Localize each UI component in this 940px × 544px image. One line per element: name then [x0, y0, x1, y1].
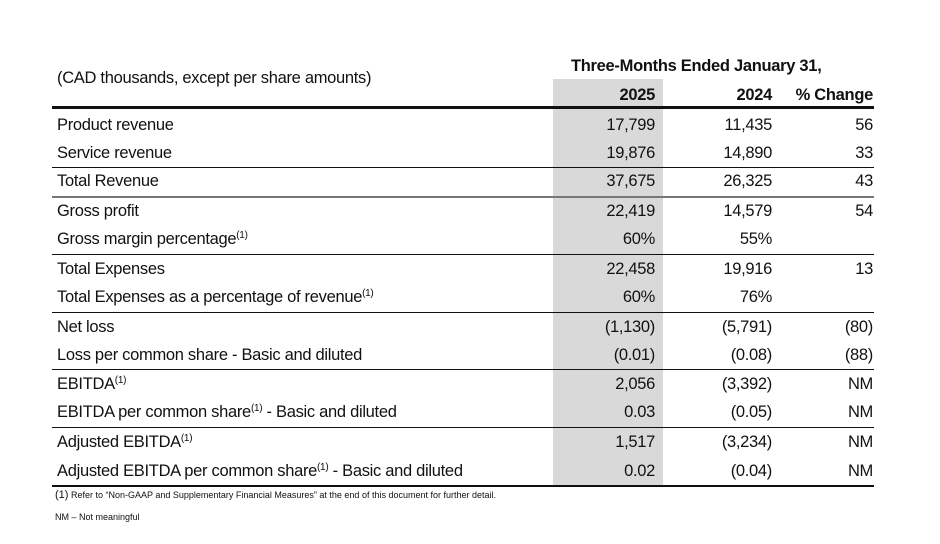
period-label: Three-Months Ended January 31, [571, 57, 822, 75]
row-label-text: Total Expenses [57, 260, 165, 278]
footnote-nm: NM – Not meaningful [55, 512, 140, 522]
value-change: NM [847, 462, 873, 480]
value-2025: 22,458 [606, 260, 655, 278]
value-change: 54 [855, 202, 873, 220]
row-label-text: Product revenue [57, 116, 174, 134]
value-2024: 26,325 [723, 172, 772, 190]
value-change: NM [847, 433, 873, 451]
row-divider [52, 196, 874, 198]
row-label-text: Adjusted EBITDA per common share [57, 462, 318, 480]
row-label: EBITDA per common share(1) - Basic and d… [57, 402, 397, 422]
row-divider [52, 312, 874, 313]
value-2024: (3,234) [721, 433, 772, 451]
row-label: Loss per common share - Basic and dilute… [57, 345, 362, 365]
row-label: Gross margin percentage(1) [57, 229, 248, 249]
row-label-text: Gross profit [57, 202, 139, 220]
footnote-ref: (1) [250, 403, 263, 414]
row-label-text: Total Revenue [57, 172, 159, 190]
row-label: Total Expenses [57, 259, 165, 279]
table-bottom-rule [52, 485, 874, 487]
row-label-text: Service revenue [57, 144, 172, 162]
value-change: NM [847, 375, 873, 393]
value-2024: (3,392) [721, 375, 772, 393]
value-2024: 19,916 [723, 260, 772, 278]
row-label-text: EBITDA [57, 375, 115, 393]
footnote-ref: (1) [180, 433, 193, 444]
row-divider [52, 167, 874, 168]
current-year-highlight [553, 79, 663, 487]
value-2025: 17,799 [606, 116, 655, 134]
row-label: Total Expenses as a percentage of revenu… [57, 287, 374, 307]
row-label-text: EBITDA per common share [57, 403, 251, 421]
footnote-text: Refer to “Non-GAAP and Supplementary Fin… [68, 490, 497, 500]
value-2025: 60% [622, 230, 655, 248]
row-divider [52, 254, 874, 255]
footnote-ref: (1) [236, 230, 248, 241]
value-change: 13 [855, 260, 873, 278]
value-change: 43 [855, 172, 873, 190]
footnote-marker: (1) [55, 489, 69, 501]
value-2024: 76% [739, 288, 772, 306]
value-2025: 2,056 [615, 375, 655, 393]
value-change: (88) [844, 346, 873, 364]
value-2025: (0.01) [613, 346, 656, 364]
row-label-suffix: - Basic and diluted [262, 403, 397, 421]
value-2025: 22,419 [606, 202, 655, 220]
value-2024: (5,791) [721, 318, 772, 336]
value-2025: 0.02 [624, 462, 655, 480]
row-label: Total Revenue [57, 171, 159, 191]
value-2024: 14,890 [723, 144, 772, 162]
footnote-ref: (1) [317, 462, 329, 473]
row-label-suffix: - Basic and diluted [328, 462, 463, 480]
value-2024: 14,579 [723, 202, 772, 220]
value-2025: 37,675 [606, 172, 655, 190]
value-2024: (0.08) [730, 346, 773, 364]
value-2024: (0.04) [730, 462, 773, 480]
value-2025: 0.03 [624, 403, 655, 421]
row-label-text: Total Expenses as a percentage of revenu… [57, 288, 363, 306]
units-label: (CAD thousands, except per share amounts… [57, 69, 372, 87]
row-label: Gross profit [57, 201, 139, 221]
value-2025: 19,876 [606, 144, 655, 162]
value-2024: (0.05) [730, 403, 773, 421]
column-header-2025: 2025 [619, 86, 655, 104]
row-divider [52, 369, 874, 370]
value-2025: 1,517 [615, 433, 655, 451]
footnote-1: (1) Refer to “Non-GAAP and Supplementary… [55, 489, 496, 501]
row-label-text: Net loss [57, 318, 115, 336]
header-rule [52, 106, 874, 109]
value-2024: 55% [739, 230, 772, 248]
row-label: Adjusted EBITDA per common share(1) - Ba… [57, 461, 463, 481]
row-label: EBITDA(1) [57, 374, 126, 394]
column-header-change: % Change [795, 86, 874, 104]
value-2025: 60% [622, 288, 655, 306]
row-label: Product revenue [57, 115, 174, 135]
footnote-ref: (1) [114, 375, 127, 386]
row-label-text: Adjusted EBITDA [57, 433, 181, 451]
row-label: Net loss [57, 317, 115, 337]
row-label: Adjusted EBITDA(1) [57, 432, 193, 452]
value-2024: 11,435 [724, 116, 773, 134]
row-label: Service revenue [57, 143, 172, 163]
footnote-ref: (1) [362, 288, 374, 299]
value-change: NM [847, 403, 873, 421]
value-change: 56 [855, 116, 873, 134]
row-label-text: Gross margin percentage [57, 230, 237, 248]
value-2025: (1,130) [604, 318, 655, 336]
value-change: 33 [855, 144, 873, 162]
value-change: (80) [844, 318, 873, 336]
row-label-text: Loss per common share - Basic and dilute… [57, 346, 363, 364]
row-divider [52, 427, 874, 428]
column-header-2024: 2024 [736, 86, 772, 104]
